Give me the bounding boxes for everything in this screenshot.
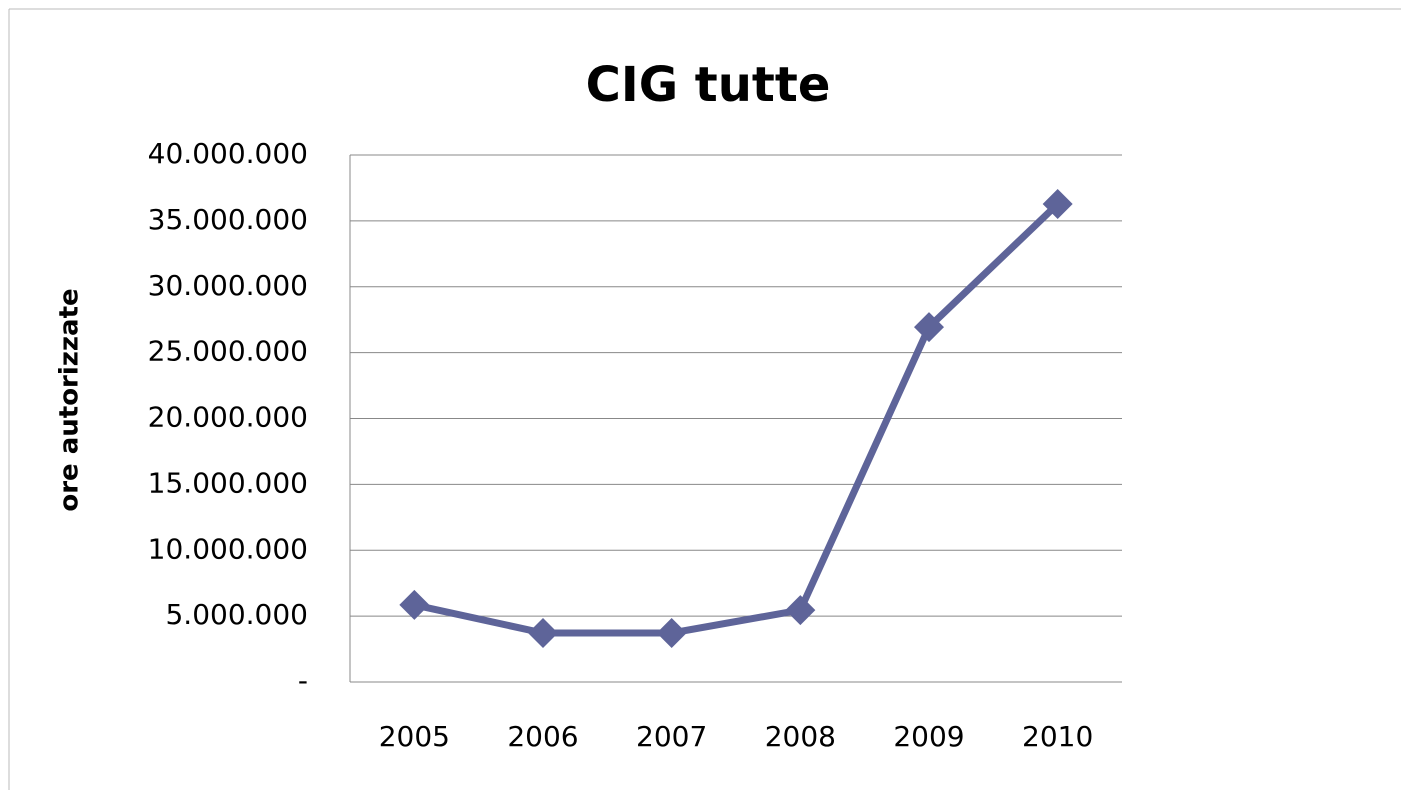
- marker: [656, 617, 687, 648]
- y-tick-label: 10.000.000: [148, 532, 308, 565]
- y-tick-label: -: [298, 664, 308, 697]
- y-tick-label: 35.000.000: [148, 203, 308, 236]
- marker: [399, 589, 430, 620]
- marker: [914, 312, 944, 343]
- x-tick-label: 2007: [636, 720, 707, 753]
- y-tick-label: 40.000.000: [148, 137, 308, 170]
- y-tick-label: 15.000.000: [148, 466, 308, 499]
- y-tick-label: 25.000.000: [148, 335, 308, 368]
- marker: [785, 595, 816, 626]
- marker: [528, 617, 558, 648]
- chart-title: CIG tutte: [586, 57, 831, 113]
- x-tick-label: 2006: [507, 720, 578, 753]
- y-tick-label: 5.000.000: [165, 598, 308, 631]
- series-line: [413, 201, 1061, 637]
- x-tick-label: 2010: [1022, 720, 1093, 753]
- y-tick-label: 20.000.000: [148, 401, 308, 434]
- y-axis-title: ore autorizzate: [55, 288, 85, 511]
- x-tick-label: 2008: [765, 720, 836, 753]
- marker: [1042, 189, 1073, 220]
- y-tick-label: 30.000.000: [148, 269, 308, 302]
- x-tick-label: 2009: [893, 720, 964, 753]
- x-tick-label: 2005: [379, 720, 450, 753]
